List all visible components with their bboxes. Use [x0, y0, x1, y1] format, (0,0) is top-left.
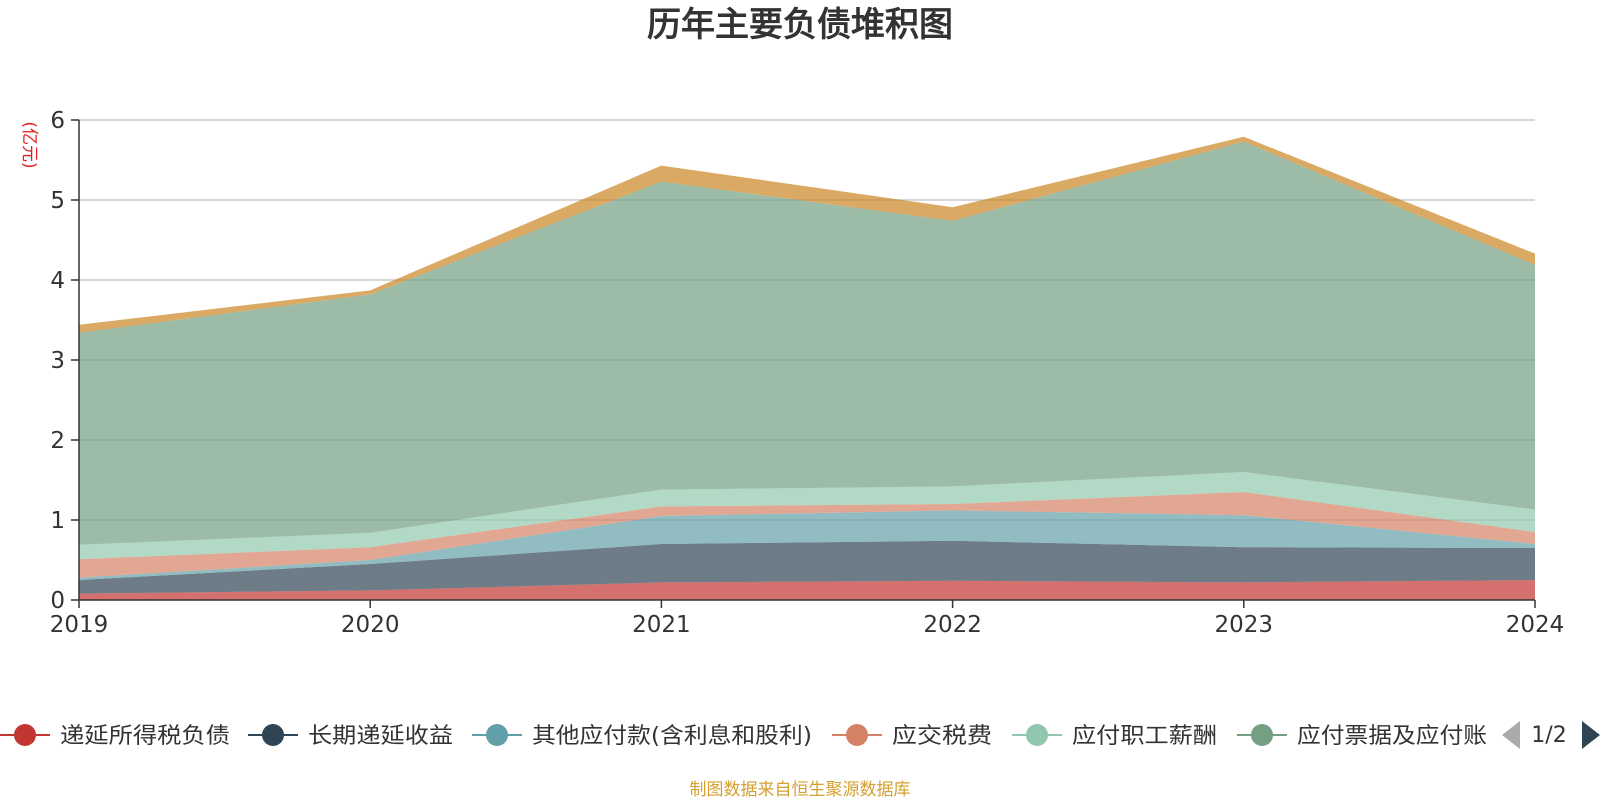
legend-pager: 1/2 — [1502, 721, 1600, 749]
y-axis-unit: (亿元) — [19, 121, 39, 168]
legend-item[interactable]: 长期递延收益 — [248, 724, 453, 749]
chart-title: 历年主要负债堆积图 — [647, 5, 953, 45]
area-series-1[interactable] — [79, 540, 1535, 594]
legend-label: 应付票据及应付账 — [1297, 724, 1487, 749]
y-tick-label: 6 — [50, 108, 65, 134]
legend-marker — [1026, 724, 1048, 746]
area-series-6[interactable] — [79, 136, 1535, 333]
triangle-left-icon[interactable] — [1502, 721, 1520, 749]
legend-marker — [262, 724, 284, 746]
area-series-0[interactable] — [79, 580, 1535, 600]
area-series-3[interactable] — [79, 492, 1535, 578]
legend-marker — [14, 724, 36, 746]
y-tick-label: 5 — [50, 188, 65, 214]
legend-label: 应交税费 — [892, 724, 992, 749]
data-source-note: 制图数据来自恒生聚源数据库 — [690, 780, 911, 800]
x-tick-label: 2020 — [341, 612, 400, 638]
legend-item[interactable]: 应付票据及应付账 — [1237, 724, 1487, 749]
legend-item[interactable]: 递延所得税负债 — [0, 724, 230, 749]
x-tick-label: 2024 — [1506, 612, 1565, 638]
legend-marker — [486, 724, 508, 746]
area-series-2[interactable] — [79, 510, 1535, 580]
area-series-4[interactable] — [79, 472, 1535, 560]
x-tick-label: 2021 — [632, 612, 691, 638]
y-tick-label: 0 — [50, 588, 65, 614]
legend-label: 递延所得税负债 — [60, 724, 230, 749]
legend-label: 其他应付款(含利息和股利) — [532, 724, 812, 749]
legend-page-indicator: 1/2 — [1531, 723, 1566, 748]
legend-marker — [1251, 724, 1273, 746]
legend-label: 长期递延收益 — [308, 724, 453, 749]
y-tick-label: 1 — [50, 508, 65, 534]
y-tick-label: 4 — [50, 268, 65, 294]
area-series-5[interactable] — [79, 141, 1535, 545]
x-tick-label: 2022 — [923, 612, 982, 638]
legend: 递延所得税负债 长期递延收益 其他应付款(含利息和股利) 应交税费 应付职工薪酬 应付票据… — [0, 724, 1487, 749]
legend-item[interactable]: 应交税费 — [832, 724, 992, 749]
y-tick-label: 3 — [50, 348, 65, 374]
legend-label: 应付职工薪酬 — [1072, 724, 1217, 749]
x-tick-label: 2023 — [1215, 612, 1274, 638]
x-tick-label: 2019 — [50, 612, 109, 638]
stacked-areas — [79, 136, 1535, 600]
triangle-right-icon[interactable] — [1582, 721, 1600, 749]
legend-marker — [846, 724, 868, 746]
axes: 0 1 2 3 4 5 6 2019 2020 2021 2022 2023 2024 — [50, 108, 1565, 638]
legend-item[interactable]: 应付职工薪酬 — [1012, 724, 1217, 749]
legend-item[interactable]: 其他应付款(含利息和股利) — [472, 724, 812, 749]
y-tick-label: 2 — [50, 428, 65, 454]
